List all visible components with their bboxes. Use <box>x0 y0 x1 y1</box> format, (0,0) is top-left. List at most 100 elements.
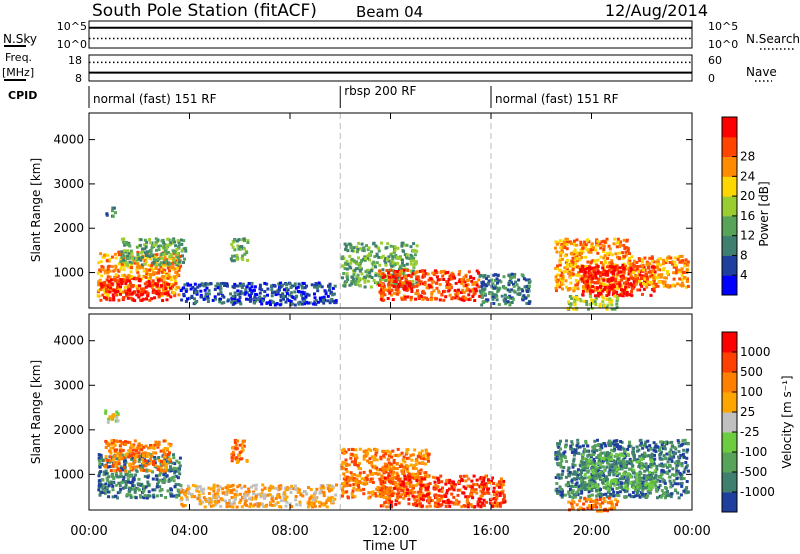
velocity-echo-cell <box>241 442 245 446</box>
power-echo-cell <box>180 298 184 302</box>
power-echo-cell <box>167 243 171 247</box>
velocity-echo-cell <box>370 455 374 459</box>
power-ylabel: Slant Range [km] <box>29 158 43 262</box>
velocity-echo-cell <box>254 483 258 487</box>
power-echo-cell <box>416 292 420 296</box>
power-echo-cell <box>370 261 374 265</box>
velocity-echo-cell <box>369 491 372 495</box>
velocity-echo-cell <box>276 501 280 505</box>
power-echo-cell <box>308 301 312 305</box>
power-echo-cell <box>411 283 415 287</box>
velocity-echo-cell <box>351 447 354 451</box>
power-colorbar-swatch <box>722 215 737 237</box>
power-ytick-label: 2000 <box>53 221 84 235</box>
power-echo-cell <box>424 272 428 276</box>
power-echo-cell <box>379 292 383 295</box>
power-echo-cell <box>133 277 136 281</box>
velocity-echo-cell <box>421 498 425 502</box>
velocity-echo-cell <box>376 468 380 472</box>
power-echo-cell <box>164 287 168 291</box>
power-echo-cell <box>126 251 129 255</box>
velocity-echo-cell <box>142 468 145 472</box>
velocity-echo-cell <box>434 484 438 487</box>
velocity-echo-cell <box>236 485 240 489</box>
velocity-echo-cell <box>234 438 238 442</box>
velocity-echo-cell <box>114 471 118 475</box>
power-echo-cell <box>649 274 653 278</box>
velocity-echo-cell <box>306 505 310 509</box>
velocity-echo-cell <box>424 475 428 479</box>
velocity-echo-cell <box>363 450 367 454</box>
velocity-echo-cell <box>318 504 322 508</box>
velocity-echo-cell <box>424 457 428 461</box>
velocity-echo-cell <box>683 467 687 471</box>
power-echo-cell <box>281 283 285 287</box>
velocity-echo-cell <box>169 492 173 496</box>
velocity-echo-cell <box>157 459 161 463</box>
power-echo-cell <box>610 303 614 307</box>
velocity-echo-cell <box>113 450 117 454</box>
power-echo-cell <box>157 287 161 291</box>
power-echo-cell <box>189 287 193 291</box>
power-echo-cell <box>581 243 585 247</box>
power-echo-cell <box>456 292 460 296</box>
power-echo-cell <box>681 271 685 275</box>
velocity-echo-cell <box>97 484 101 488</box>
power-echo-cell <box>103 280 107 284</box>
power-echo-cell <box>569 263 573 267</box>
velocity-echo-cell <box>244 499 248 503</box>
power-echo-cell <box>645 277 649 281</box>
velocity-echo-cell <box>480 480 484 484</box>
velocity-echo-cell <box>260 488 264 492</box>
velocity-echo-cell <box>386 449 390 453</box>
power-echo-cell <box>417 296 421 300</box>
velocity-echo-cell <box>454 498 458 502</box>
power-echo-cell <box>615 299 619 303</box>
power-echo-cell <box>429 298 433 302</box>
power-echo-cell <box>322 301 326 305</box>
velocity-echo-cell <box>620 446 624 450</box>
power-echo-cell <box>621 274 625 278</box>
velocity-echo-cell <box>499 485 503 489</box>
velocity-echo-cell <box>642 464 646 468</box>
velocity-echo-cell <box>390 467 393 471</box>
velocity-echo-cell <box>379 467 383 471</box>
velocity-echo-cell <box>176 469 180 473</box>
power-echo-cell <box>199 293 203 297</box>
velocity-echo-cell <box>309 488 313 491</box>
power-echo-cell <box>619 270 623 274</box>
power-echo-cell <box>561 274 565 278</box>
power-echo-cell <box>333 284 337 288</box>
velocity-echo-cell <box>406 488 410 492</box>
noise-left-tick-top: 10^5 <box>57 20 87 33</box>
velocity-echo-cell <box>418 472 422 475</box>
velocity-echo-cell <box>279 499 283 503</box>
power-echo-cell <box>123 289 127 293</box>
velocity-echo-cell <box>211 496 215 500</box>
velocity-echo-cell <box>237 453 240 457</box>
power-echo-cell <box>410 284 414 288</box>
power-echo-cell <box>136 290 140 293</box>
power-echo-cell <box>100 284 104 288</box>
power-echo-cell <box>619 274 623 278</box>
power-echo-cell <box>199 289 203 293</box>
velocity-echo-cell <box>378 477 382 481</box>
power-echo-cell <box>174 270 178 274</box>
power-echo-cell <box>680 281 684 285</box>
velocity-echo-cell <box>393 486 397 490</box>
power-echo-cell <box>102 255 106 259</box>
power-echo-cell <box>412 249 415 252</box>
power-echo-cell <box>385 269 389 272</box>
velocity-echo-cell <box>171 461 175 465</box>
power-echo-cell <box>601 244 605 248</box>
power-echo-cell <box>515 283 519 287</box>
velocity-echo-cell <box>132 443 136 447</box>
velocity-echo-cell <box>297 488 301 492</box>
power-echo-cell <box>389 293 393 297</box>
power-echo-cell <box>157 279 161 283</box>
velocity-echo-cell <box>380 480 384 484</box>
velocity-echo-cell <box>163 471 167 475</box>
velocity-echo-cell <box>436 476 440 480</box>
velocity-echo-cell <box>260 502 264 506</box>
power-echo-cell <box>666 270 669 274</box>
